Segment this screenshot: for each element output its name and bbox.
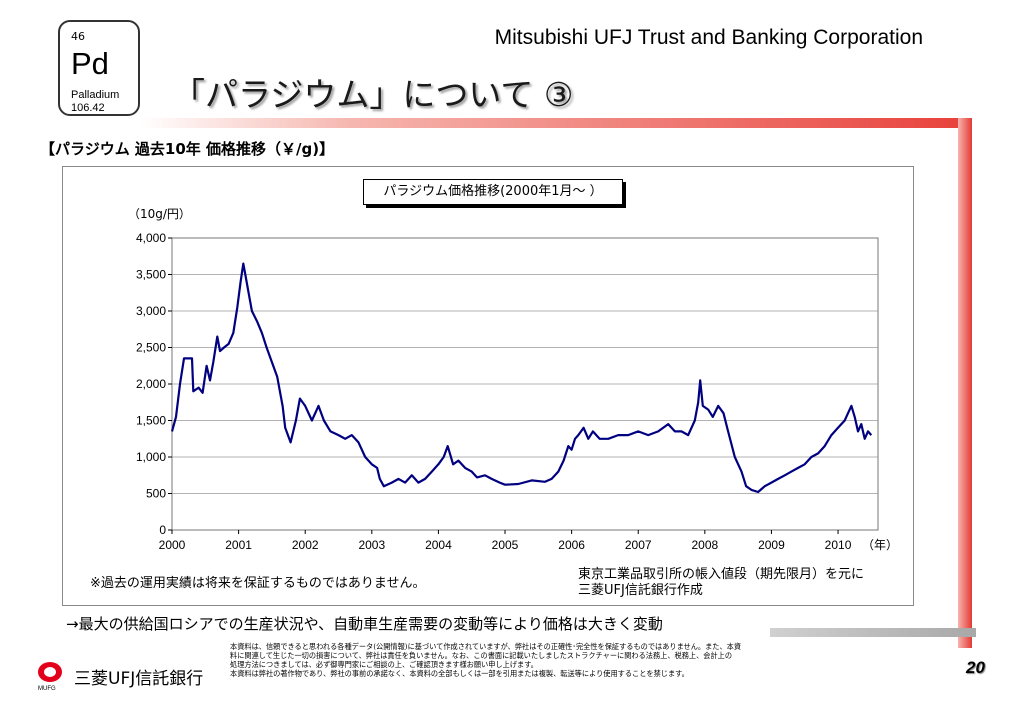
x-tick-label: 2009 — [758, 538, 785, 552]
y-tick-label: 0 — [159, 523, 166, 537]
disclaimer-line: 料に関連して生じた一切の損害について、弊社は責任を負いません。なお、この書面に記… — [230, 651, 733, 660]
element-name: Palladium — [71, 89, 120, 101]
y-tick-label: 2,500 — [136, 341, 166, 355]
source-note-line-2: 三菱UFJ信託銀行作成 — [578, 583, 703, 598]
element-symbol: Pd — [71, 46, 109, 81]
x-tick-label: 2001 — [225, 538, 252, 552]
disclaimer-line: 処理方法につきましては、必ず御専門家にご相談の上、ご確認頂きます様お願い申し上げ… — [230, 660, 538, 669]
disclaimer-line: 本資料は弊社の著作物であり、弊社の事前の承諾なく、本資料の全部もしくは一部を引用… — [230, 669, 689, 678]
price-series-line — [170, 262, 873, 494]
y-tick-label: 1,500 — [136, 414, 166, 428]
mufg-logo-icon — [38, 662, 62, 682]
y-tick-label: 500 — [146, 487, 166, 501]
disclaimer-line: 本資料は、信頼できると思われる各種データ(公開情報)に基づいて作成されていますが… — [230, 642, 742, 651]
y-tick-label: 4,000 — [136, 231, 166, 245]
y-tick-label: 3,000 — [136, 304, 166, 318]
element-tile: 46 Pd Palladium 106.42 — [58, 20, 140, 116]
y-axis-unit: （10g/円） — [128, 207, 191, 221]
x-tick-label: 2002 — [292, 538, 319, 552]
source-note: 東京工業品取引所の帳入値段（期先限月）を元に 三菱UFJ信託銀行作成 — [578, 567, 864, 599]
x-tick-label: 2004 — [425, 538, 452, 552]
disclaimer-note: ※過去の運用実績は将来を保証するものではありません。 — [90, 576, 426, 591]
slide-title: 「パラジウム」について ③ — [172, 75, 574, 114]
x-tick-label: 2003 — [358, 538, 385, 552]
section-heading: 【パラジウム 過去10年 価格推移（￥/g)】 — [40, 140, 335, 158]
atomic-weight: 106.42 — [71, 102, 105, 114]
source-note-line-1: 東京工業品取引所の帳入値段（期先限月）を元に — [578, 567, 865, 582]
page-number: 20 — [966, 658, 985, 677]
x-axis-unit: （年） — [862, 538, 898, 552]
x-tick-label: 2007 — [625, 538, 652, 552]
y-tick-label: 3,500 — [136, 268, 166, 282]
atomic-number: 46 — [71, 30, 85, 43]
y-tick-label: 2,000 — [136, 377, 166, 391]
legal-disclaimer: 本資料は、信頼できると思われる各種データ(公開情報)に基づいて作成されていますが… — [230, 642, 850, 678]
title-rule — [140, 118, 972, 128]
gray-bar — [770, 628, 976, 637]
y-tick-label: 1,000 — [136, 450, 166, 464]
x-tick-label: 2000 — [159, 538, 186, 552]
conclusion-text: →最大の供給国ロシアでの生産状況や、自動車生産需要の変動等により価格は大きく変動 — [66, 615, 663, 633]
chart-title: パラジウム価格推移(2000年1月～ ） — [363, 179, 623, 205]
x-tick-label: 2010 — [825, 538, 852, 552]
x-tick-label: 2008 — [691, 538, 718, 552]
company-name: Mitsubishi UFJ Trust and Banking Corpora… — [494, 26, 923, 49]
x-tick-label: 2005 — [492, 538, 519, 552]
red-side-bar — [958, 118, 972, 648]
x-tick-label: 2006 — [558, 538, 585, 552]
bank-name: 三菱UFJ信託銀行 — [74, 669, 204, 689]
mufg-mark: MUFG — [38, 686, 56, 692]
